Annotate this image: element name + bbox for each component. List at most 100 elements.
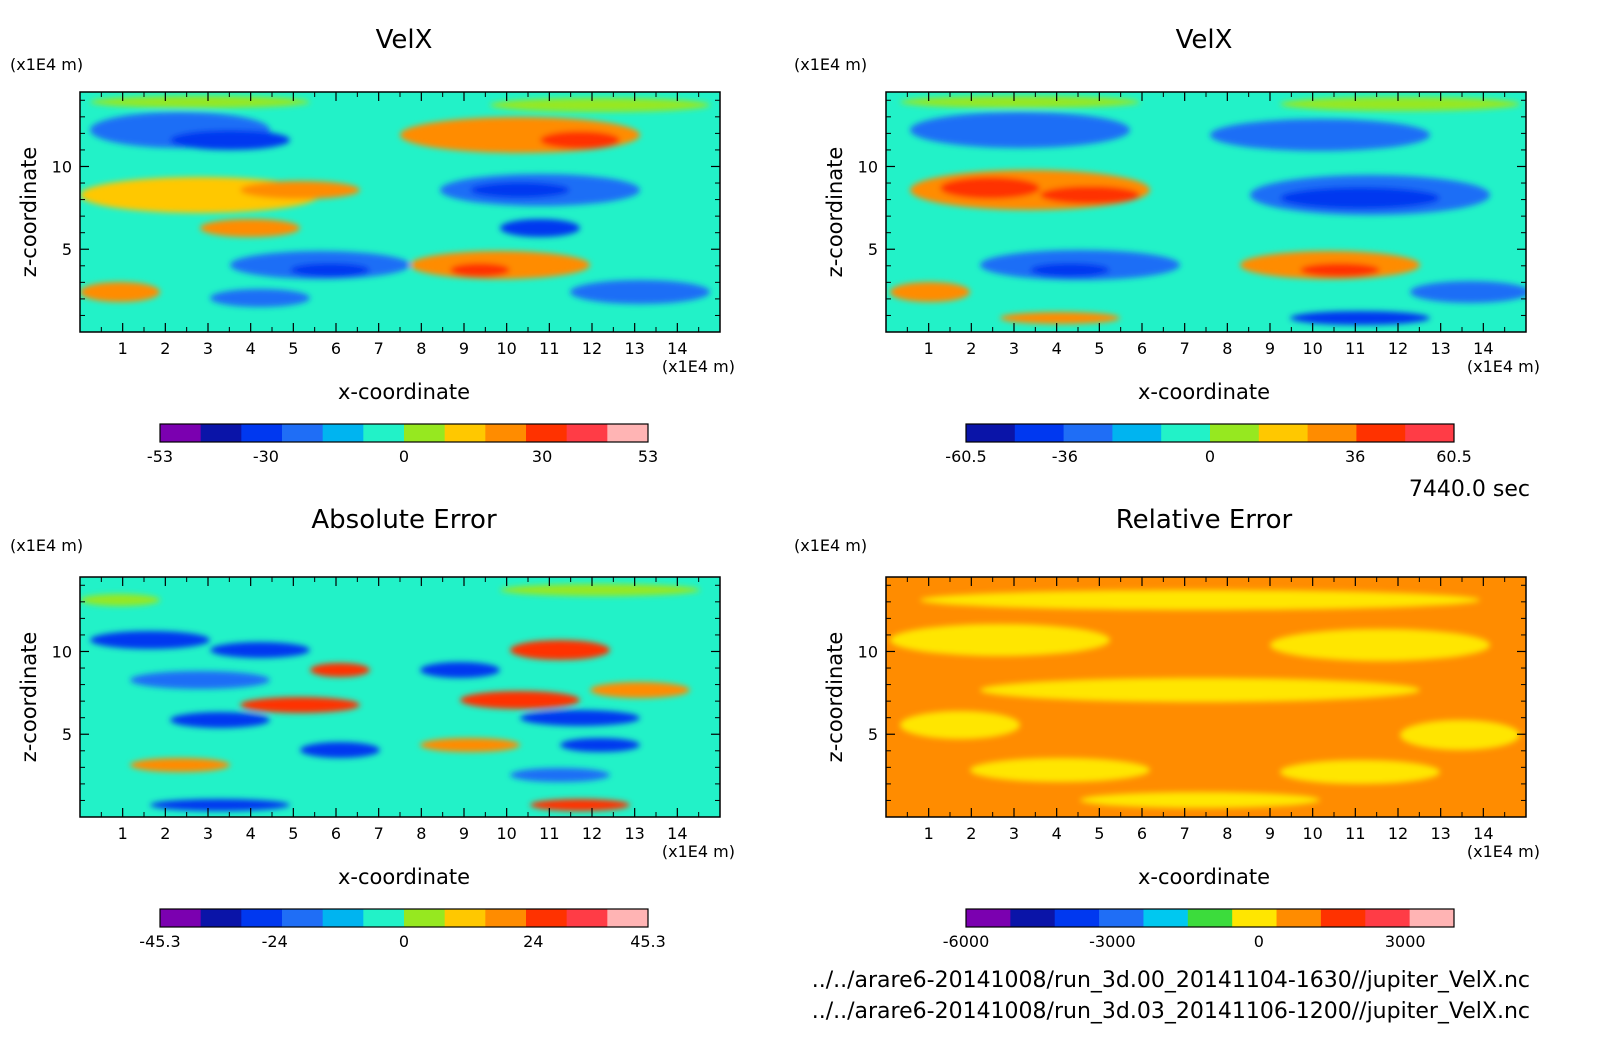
x-tick-label: 7 [374, 339, 384, 358]
x-tick-label: 1 [924, 339, 934, 358]
colorbar-swatch [566, 424, 608, 442]
y-unit-label: (x1E4 m) [794, 55, 867, 74]
colorbar-label: -6000 [943, 932, 990, 951]
x-tick-label: 10 [1302, 339, 1322, 358]
colorbar: -60.5 -36 0 36 60.5 [945, 423, 1472, 466]
x-tick-label: 4 [246, 824, 256, 843]
colorbar-swatch [966, 909, 1011, 927]
colorbar: -45.3 -24 0 24 45.3 [139, 908, 666, 951]
x-tick-label: 3 [1009, 339, 1019, 358]
x-tick-label: 11 [539, 824, 559, 843]
colorbar-swatch [1161, 424, 1211, 442]
x-tick-label: 2 [160, 339, 170, 358]
time-label: 7440.0 sec [1409, 477, 1530, 502]
colorbar-label: 0 [1254, 932, 1264, 951]
colorbar-label: 53 [638, 447, 658, 466]
y-axis-label: z-coordinate [823, 147, 847, 278]
colorbar-swatch [1365, 909, 1411, 927]
colorbar-swatch [160, 424, 202, 442]
x-tick-label: 7 [1180, 339, 1190, 358]
colorbar-label: -60.5 [945, 447, 986, 466]
y-tick-label: 5 [62, 725, 72, 744]
x-tick-label: 7 [1180, 824, 1190, 843]
x-unit-label: (x1E4 m) [662, 357, 735, 376]
y-tick-label: 10 [52, 642, 72, 661]
y-tick-label: 10 [858, 642, 878, 661]
colorbar-swatch [1276, 909, 1322, 927]
x-unit-label: (x1E4 m) [662, 842, 735, 861]
x-tick-label: 14 [667, 339, 687, 358]
colorbar-swatch [404, 424, 446, 442]
x-tick-label: 7 [374, 824, 384, 843]
colorbar-label: 0 [399, 932, 409, 951]
colorbar-swatch [485, 909, 527, 927]
x-tick-label: 9 [459, 339, 469, 358]
x-tick-label: 5 [1094, 339, 1104, 358]
x-axis-label: x-coordinate [1138, 865, 1270, 889]
colorbar-label: -53 [147, 447, 173, 466]
colorbar-label: 3000 [1385, 932, 1426, 951]
colorbar-swatch [241, 909, 283, 927]
x-tick-label: 9 [1265, 824, 1275, 843]
colorbar-label: 24 [523, 932, 543, 951]
x-tick-label: 9 [459, 824, 469, 843]
x-tick-label: 11 [1345, 824, 1365, 843]
colorbar-swatch [1307, 424, 1357, 442]
colorbar-swatch [1187, 909, 1233, 927]
colorbar-swatch [1210, 424, 1260, 442]
panel-title: Absolute Error [311, 505, 497, 535]
panel-velx-2: VelX (x1E4 m) [794, 25, 1540, 466]
x-tick-label: 6 [1137, 339, 1147, 358]
x-axis-label: x-coordinate [338, 865, 470, 889]
x-tick-label: 5 [288, 339, 298, 358]
colorbar-swatch [200, 909, 242, 927]
y-tick-label: 10 [52, 157, 72, 176]
colorbar-swatch [1232, 909, 1278, 927]
colorbar-swatch [363, 424, 405, 442]
x-tick-label: 4 [1052, 824, 1062, 843]
x-tick-label: 14 [667, 824, 687, 843]
colorbar-swatch [1063, 424, 1113, 442]
colorbar-swatch [607, 424, 649, 442]
colorbar-label: 45.3 [630, 932, 666, 951]
x-tick-label: 10 [496, 824, 516, 843]
x-tick-label: 1 [924, 824, 934, 843]
x-tick-label: 12 [582, 339, 602, 358]
panel-title: VelX [1176, 25, 1233, 55]
colorbar-swatch [282, 909, 324, 927]
x-tick-label: 13 [1430, 824, 1450, 843]
colorbar-swatch [607, 909, 649, 927]
colorbar-frame [159, 908, 649, 928]
colorbar-swatch [322, 909, 364, 927]
x-axis-label: x-coordinate [1138, 380, 1270, 404]
colorbar-label: 30 [532, 447, 552, 466]
colorbar-swatch [966, 424, 1016, 442]
file-path-2: ../../arare6-20141008/run_3d.03_20141106… [812, 999, 1530, 1024]
colorbar-swatch [1054, 909, 1100, 927]
file-path-1: ../../arare6-20141008/run_3d.00_20141104… [812, 968, 1530, 993]
colorbar-swatch [1143, 909, 1189, 927]
heatmap-field [80, 92, 720, 332]
x-tick-label: 2 [966, 824, 976, 843]
x-tick-label: 2 [966, 339, 976, 358]
colorbar-swatch [444, 424, 486, 442]
x-tick-label: 13 [1430, 339, 1450, 358]
colorbar-swatch [282, 424, 324, 442]
heatmap-field [80, 577, 720, 817]
x-tick-label: 13 [624, 824, 644, 843]
x-tick-label: 14 [1473, 339, 1493, 358]
colorbar-swatch [1320, 909, 1366, 927]
colorbar-label: 60.5 [1436, 447, 1472, 466]
colorbar-label: 0 [1205, 447, 1215, 466]
panel-absolute-error: Absolute Error (x1E4 m) [10, 505, 735, 951]
x-tick-label: 8 [1222, 339, 1232, 358]
y-axis-label: z-coordinate [17, 632, 41, 763]
colorbar-swatch [363, 909, 405, 927]
colorbar-swatch [526, 424, 568, 442]
colorbar-swatch [566, 909, 608, 927]
x-unit-label: (x1E4 m) [1467, 842, 1540, 861]
colorbar-frame [965, 423, 1455, 443]
x-tick-label: 8 [416, 824, 426, 843]
heatmap-field [886, 92, 1526, 332]
colorbar-swatch [1409, 909, 1455, 927]
